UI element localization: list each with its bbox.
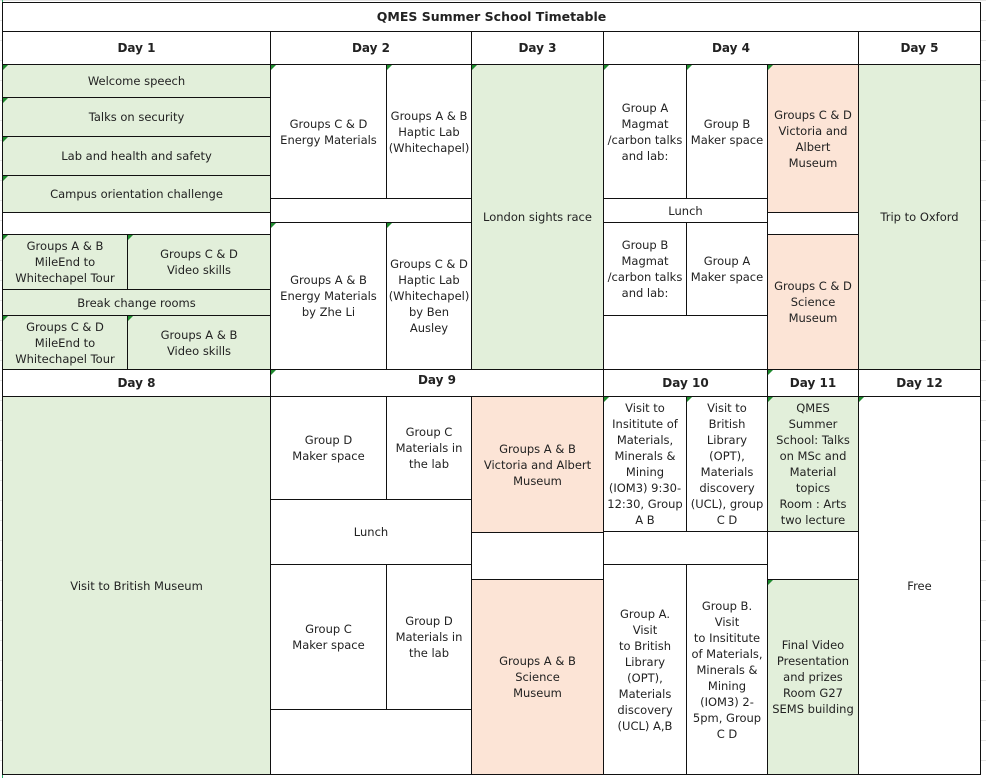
cell-empty[interactable]: [767, 212, 859, 235]
cell-qmes-talks[interactable]: QMES Summer School: Talks on MSc and Mat…: [767, 396, 859, 532]
cell-break[interactable]: Break change rooms: [2, 289, 271, 316]
cell-empty[interactable]: [471, 532, 604, 580]
cell-iom3-afternoon[interactable]: Group B. Visit to Insititute of Material…: [686, 564, 768, 775]
cell-d-maker[interactable]: Group D Maker space: [270, 396, 387, 500]
cell-empty[interactable]: [270, 709, 472, 775]
cell-free[interactable]: Free: [858, 396, 981, 775]
cell-d-materials[interactable]: Group D Materials in the lab: [386, 564, 472, 710]
header-day-12[interactable]: Day 12: [858, 369, 981, 397]
cell-empty[interactable]: [603, 531, 768, 565]
cell-campus-orientation[interactable]: Campus orientation challenge: [2, 175, 271, 213]
cell-cd-video[interactable]: Groups C & D Video skills: [127, 234, 271, 290]
cell-b-maker[interactable]: Group B Maker space: [686, 64, 768, 199]
cell-empty[interactable]: [270, 198, 472, 223]
cell-final-presentation[interactable]: Final Video Presentation and prizes Room…: [767, 579, 859, 775]
cell-ab-tour[interactable]: Groups A & B MileEnd to Whitechapel Tour: [2, 234, 128, 290]
cell-lab-safety[interactable]: Lab and health and safety: [2, 136, 271, 176]
header-day-9[interactable]: Day 9: [270, 369, 604, 397]
header-day-4[interactable]: Day 4: [603, 31, 859, 65]
cell-british-museum[interactable]: Visit to British Museum: [2, 396, 271, 775]
cell-lunch[interactable]: Lunch: [270, 499, 472, 565]
cell-c-maker[interactable]: Group C Maker space: [270, 564, 387, 710]
header-day-5[interactable]: Day 5: [858, 31, 981, 65]
cell-empty[interactable]: [767, 531, 859, 580]
cell-london-sights[interactable]: London sights race: [471, 64, 604, 370]
cell-cd-science[interactable]: Groups C & D Science Museum: [767, 234, 859, 370]
cell-iom3-morning[interactable]: Visit to Insititute of Materials, Minera…: [603, 396, 687, 532]
cell-ab-va[interactable]: Groups A & B Victoria and Albert Museum: [471, 396, 604, 533]
header-day-1[interactable]: Day 1: [2, 31, 271, 65]
header-day-11[interactable]: Day 11: [767, 369, 859, 397]
header-day-2[interactable]: Day 2: [270, 31, 472, 65]
cell-ab-science[interactable]: Groups A & B Science Museum: [471, 579, 604, 775]
cell-talks-security[interactable]: Talks on security: [2, 97, 271, 137]
cell-british-library-morning[interactable]: Visit to British Library (OPT), Material…: [686, 396, 768, 532]
cell-cd-tour[interactable]: Groups C & D MileEnd to Whitechapel Tour: [2, 315, 128, 370]
cell-ab-haptic[interactable]: Groups A & B Haptic Lab (Whitechapel): [386, 64, 472, 199]
cell-lunch[interactable]: Lunch: [603, 198, 768, 223]
cell-c-materials[interactable]: Group C Materials in the lab: [386, 396, 472, 500]
header-day-8[interactable]: Day 8: [2, 369, 271, 397]
timetable-title[interactable]: QMES Summer School Timetable: [2, 2, 981, 32]
cell-ab-video[interactable]: Groups A & B Video skills: [127, 315, 271, 370]
cell-b-magmat[interactable]: Group B Magmat /carbon talks and lab:: [603, 222, 687, 316]
cell-british-library-afternoon[interactable]: Group A. Visit to British Library (OPT),…: [603, 564, 687, 775]
cell-empty[interactable]: [603, 315, 768, 370]
cell-cd-haptic[interactable]: Groups C & D Haptic Lab (Whitechapel) by…: [386, 222, 472, 370]
cell-cd-va[interactable]: Groups C & D Victoria and Albert Museum: [767, 64, 859, 213]
cell-a-maker[interactable]: Group A Maker space: [686, 222, 768, 316]
cell-a-magmat[interactable]: Group A Magmat /carbon talks and lab:: [603, 64, 687, 199]
header-day-3[interactable]: Day 3: [471, 31, 604, 65]
cell-trip-oxford[interactable]: Trip to Oxford: [858, 64, 981, 370]
cell-ab-energy[interactable]: Groups A & B Energy Materials by Zhe Li: [270, 222, 387, 370]
cell-empty[interactable]: [2, 212, 271, 235]
cell-welcome-speech[interactable]: Welcome speech: [2, 64, 271, 98]
cell-cd-energy[interactable]: Groups C & D Energy Materials: [270, 64, 387, 199]
header-day-10[interactable]: Day 10: [603, 369, 768, 397]
